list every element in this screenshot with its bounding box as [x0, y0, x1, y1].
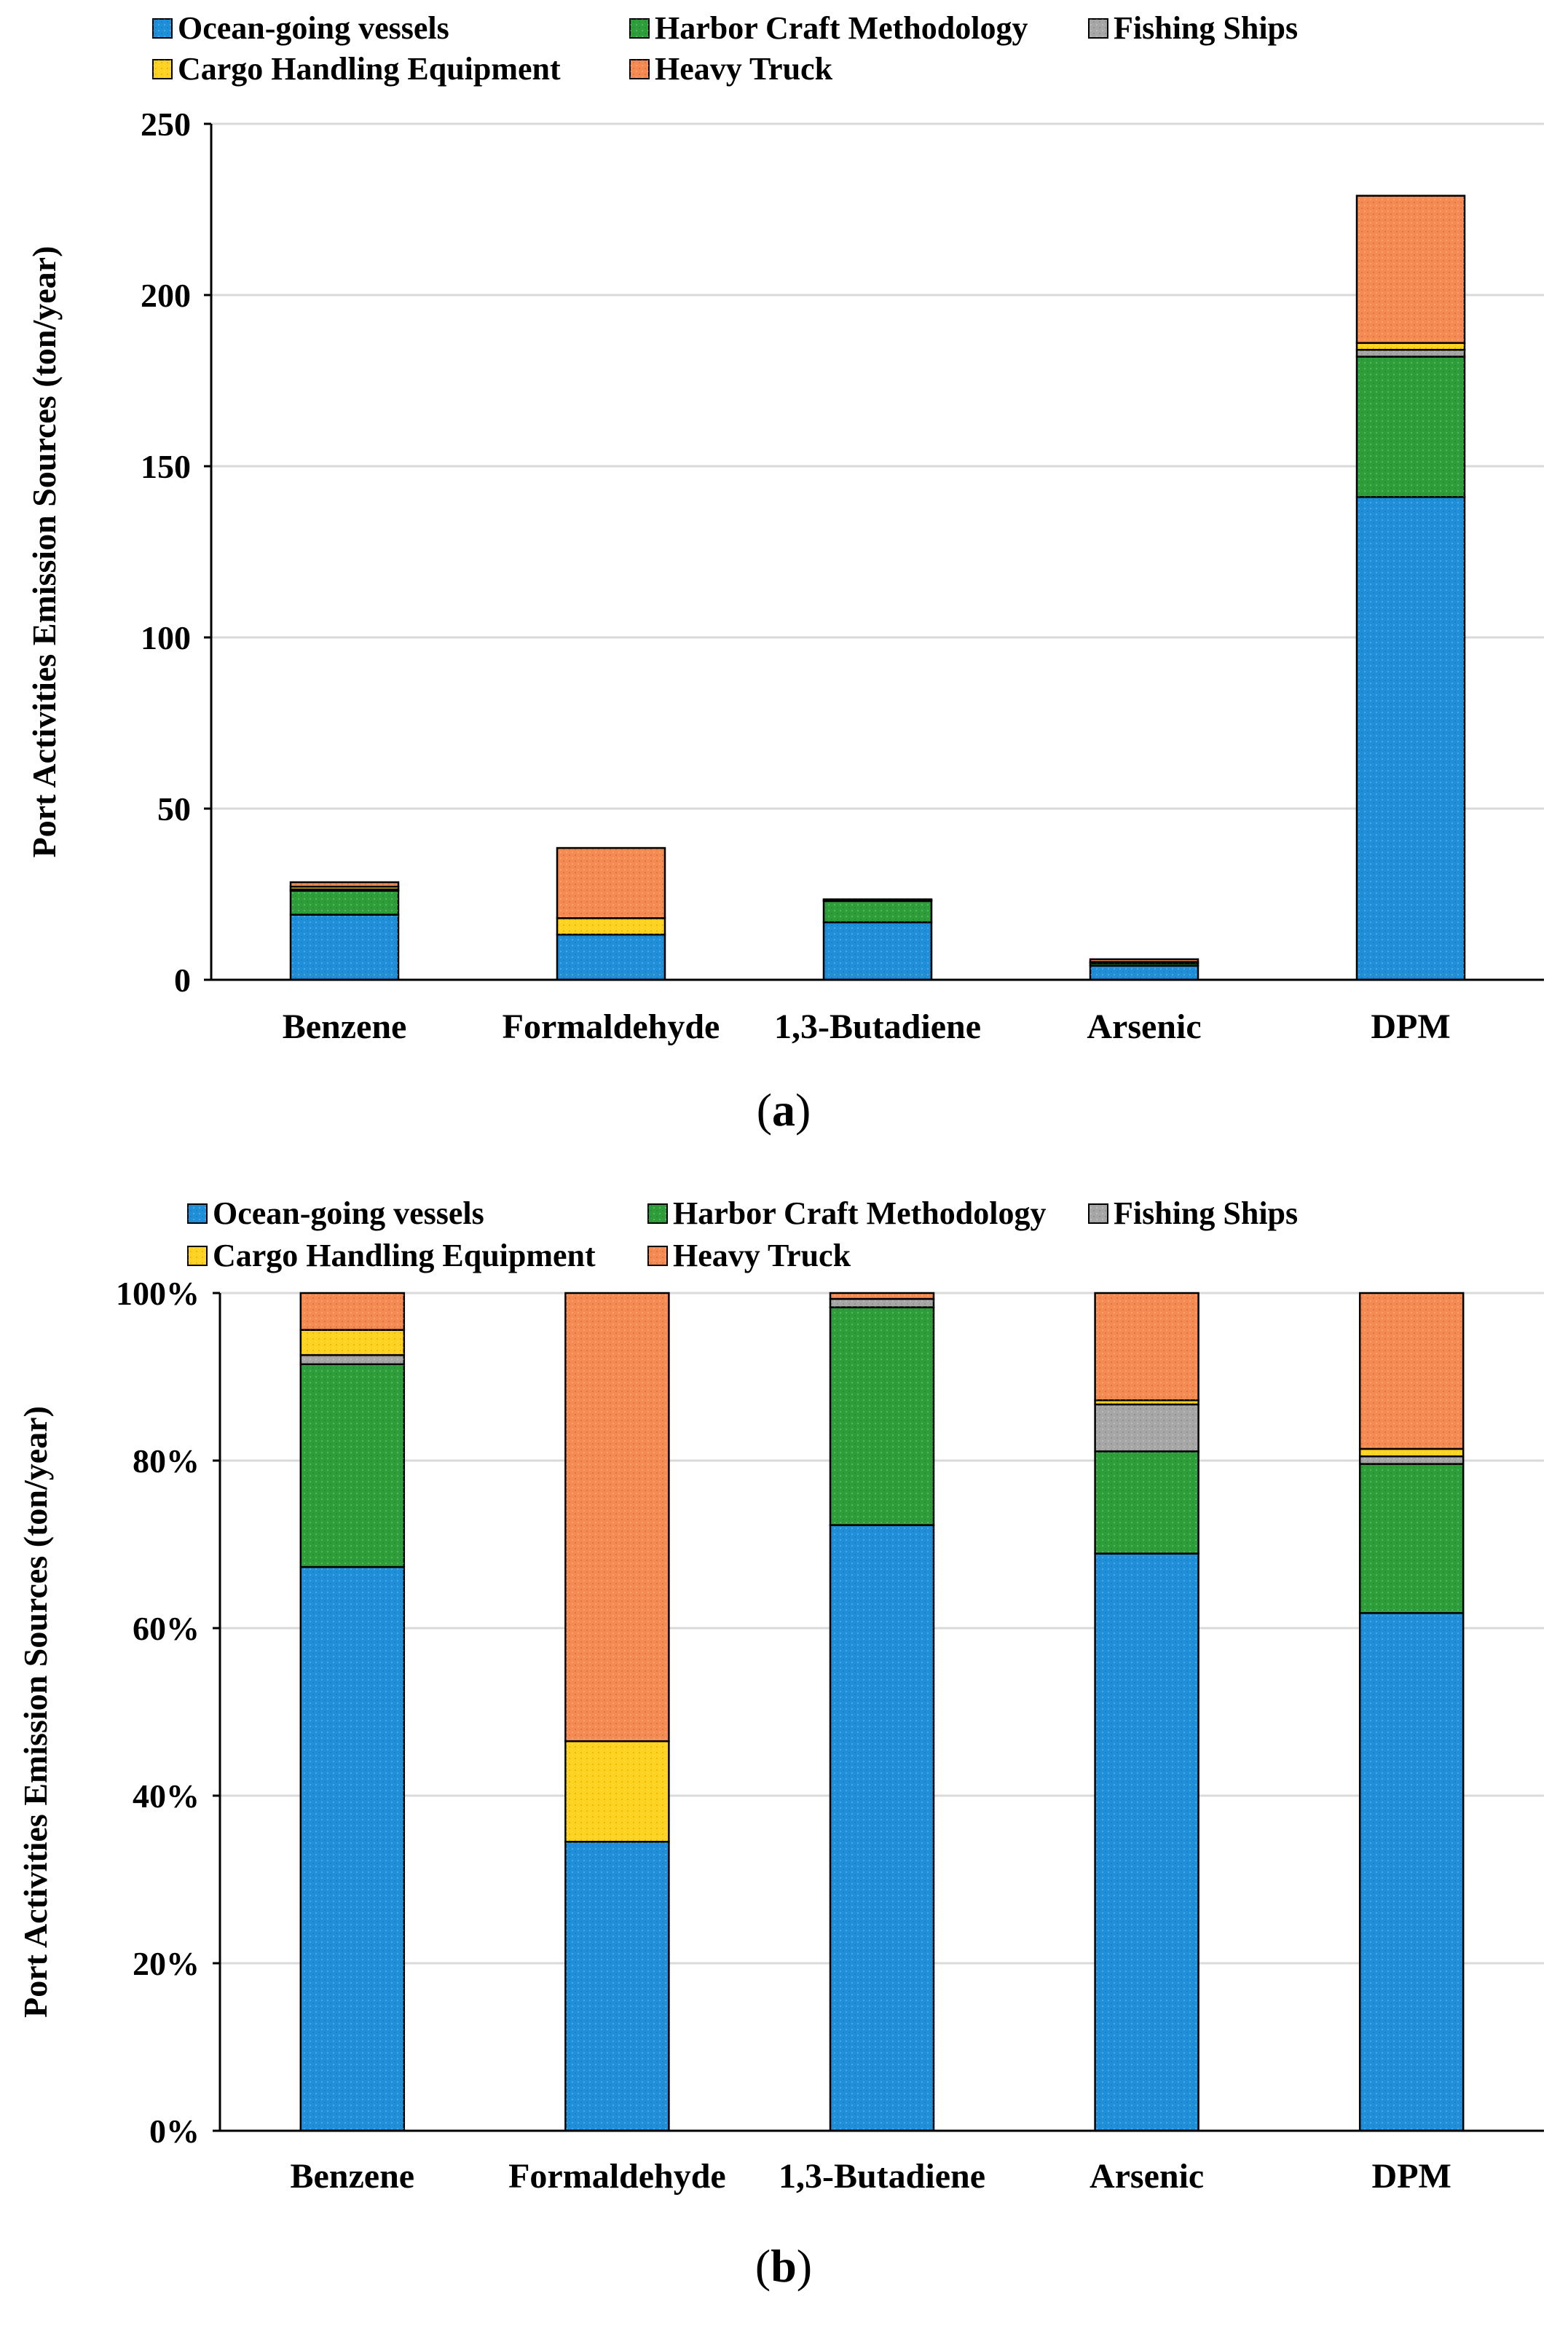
y-axis-title: Port Activities Emission Sources (ton/ye…	[25, 246, 63, 858]
bar-texture	[830, 1299, 934, 1308]
legend-label-cargo-handling-equipment: Cargo Handling Equipment	[213, 1238, 596, 1273]
bar-texture	[300, 1293, 404, 1330]
bar-texture	[824, 900, 931, 923]
bar-texture	[1090, 963, 1198, 966]
y-tick-label: 250	[141, 106, 191, 143]
y-tick-label: 40%	[133, 1777, 200, 1815]
bar-texture	[1360, 1456, 1464, 1464]
panel-label: (b)	[755, 2240, 812, 2292]
legend-label-cargo-handling-equipment: Cargo Handling Equipment	[178, 51, 561, 87]
panel-label: (a)	[757, 1084, 811, 1136]
y-tick-label: 100	[141, 619, 191, 656]
legend-label-ocean-going-vessels: Ocean-going vessels	[213, 1195, 484, 1231]
bar-texture	[565, 1293, 669, 1742]
bar-texture	[1090, 965, 1198, 980]
bar-texture	[1095, 1400, 1199, 1404]
legend-label-fishing-ships: Fishing Ships	[1114, 1195, 1298, 1231]
bar-texture	[1357, 195, 1465, 343]
y-tick-label: 100%	[116, 1275, 200, 1312]
legend-label-heavy-truck: Heavy Truck	[673, 1238, 851, 1273]
legend-label-heavy-truck: Heavy Truck	[655, 51, 833, 87]
x-category-label-formaldehyde: Formaldehyde	[503, 1007, 720, 1046]
bar-texture	[291, 882, 398, 887]
legend-label-ocean-going-vessels: Ocean-going vessels	[178, 10, 449, 46]
y-tick-label: 150	[141, 448, 191, 485]
bar-texture	[300, 1567, 404, 2131]
y-tick-label: 20%	[133, 1945, 200, 1982]
bar-texture	[830, 1525, 934, 2131]
bar-texture	[1357, 497, 1465, 980]
bar-texture	[565, 1741, 669, 1842]
chart-panel-b: Ocean-going vessels Harbor Craft Methodol…	[17, 1195, 1544, 2292]
bar-texture	[291, 890, 398, 915]
legend-label-harbor-craft-methodology: Harbor Craft Methodology	[673, 1195, 1046, 1231]
bar-texture	[1095, 1404, 1199, 1452]
bar-texture	[291, 914, 398, 980]
bar-texture	[1357, 350, 1465, 357]
x-category-label-dpm: DPM	[1371, 1007, 1450, 1046]
bar-texture	[557, 934, 665, 980]
bar-texture	[824, 922, 931, 980]
bar-texture	[557, 918, 665, 935]
bar-texture	[1095, 1451, 1199, 1554]
bar-texture	[291, 887, 398, 889]
bar-texture	[300, 1329, 404, 1356]
legend-label-fishing-ships: Fishing Ships	[1114, 10, 1298, 46]
bar-texture	[830, 1307, 934, 1525]
x-category-label-1-3-butadiene: 1,3-Butadiene	[774, 1007, 981, 1046]
x-category-label-arsenic: Arsenic	[1087, 1007, 1201, 1046]
bar-texture	[1090, 959, 1198, 962]
legend-label-harbor-craft-methodology: Harbor Craft Methodology	[655, 10, 1028, 46]
bar-texture	[565, 1842, 669, 2131]
x-category-label-arsenic: Arsenic	[1090, 2157, 1204, 2196]
bar-texture	[1357, 356, 1465, 498]
chart-panel-a: Ocean-going vessels Harbor Craft Methodol…	[25, 10, 1544, 1136]
bar-texture	[300, 1355, 404, 1364]
y-tick-label: 200	[141, 277, 191, 314]
y-tick-label: 60%	[133, 1610, 200, 1647]
bar-texture	[1357, 342, 1465, 350]
x-category-label-benzene: Benzene	[283, 1007, 407, 1046]
bar-texture	[830, 1293, 934, 1300]
y-tick-label: 0	[174, 962, 191, 999]
x-category-label-benzene: Benzene	[290, 2157, 414, 2196]
y-tick-label: 50	[157, 790, 191, 828]
bar-texture	[1095, 1553, 1199, 2131]
bar-texture	[1095, 1293, 1199, 1401]
y-tick-label: 0%	[149, 2113, 200, 2150]
bar-texture	[1360, 1293, 1464, 1449]
x-category-label-formaldehyde: Formaldehyde	[508, 2157, 726, 2196]
y-tick-label: 80%	[133, 1442, 200, 1480]
bar-texture	[557, 848, 665, 919]
x-category-label-1-3-butadiene: 1,3-Butadiene	[779, 2157, 985, 2196]
bar-texture	[1360, 1463, 1464, 1614]
x-category-label-dpm: DPM	[1372, 2157, 1451, 2196]
bar-texture	[1360, 1448, 1464, 1457]
bar-texture	[300, 1364, 404, 1568]
bar-texture	[1360, 1613, 1464, 2131]
y-axis-title: Port Activities Emission Sources (ton/ye…	[17, 1406, 54, 2018]
